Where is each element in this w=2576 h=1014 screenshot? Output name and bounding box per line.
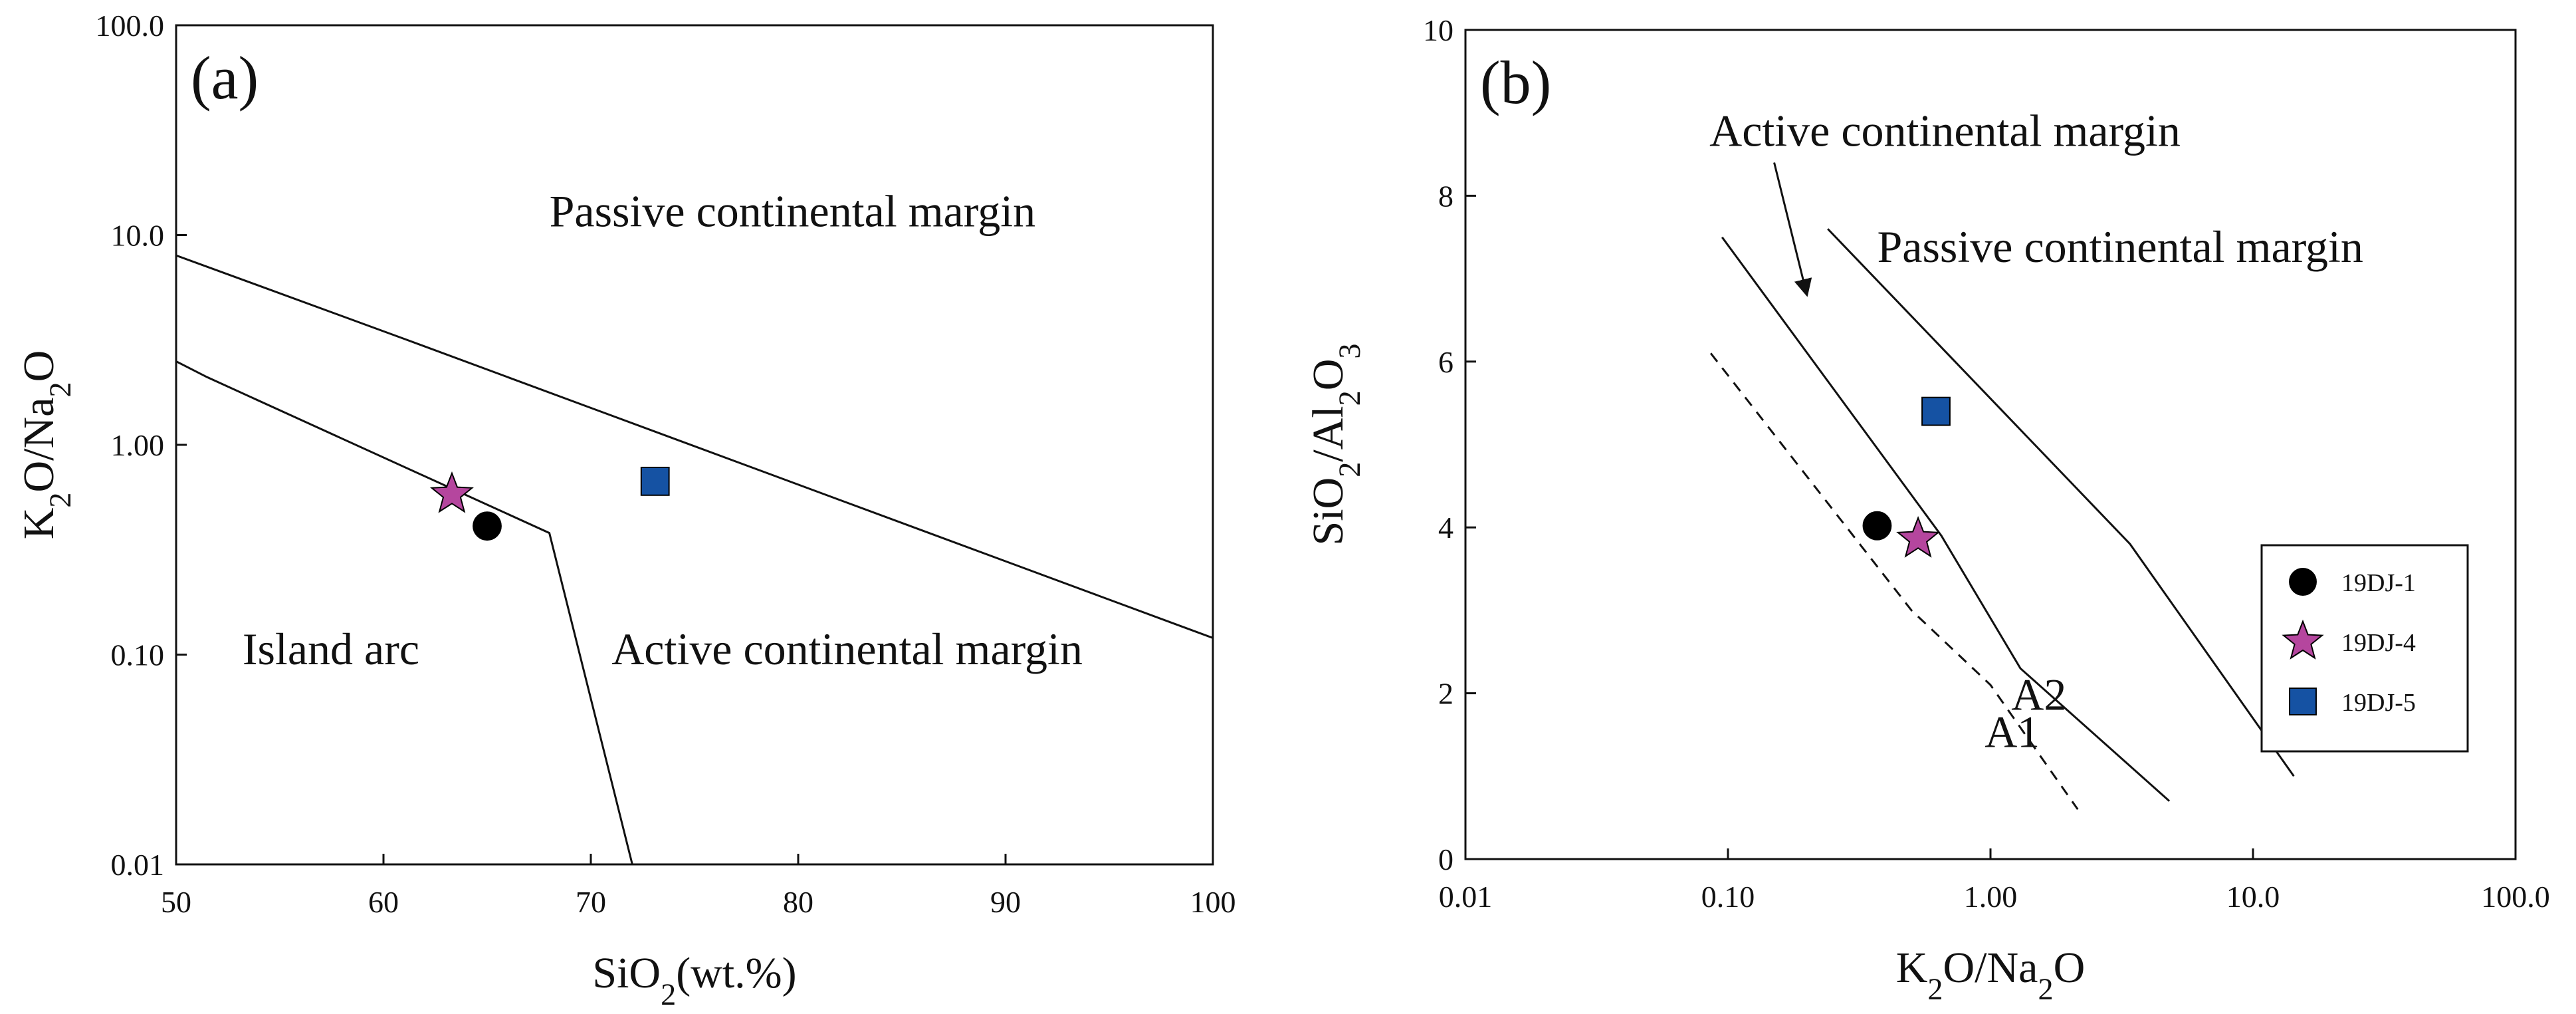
legend-marker-19dj-4 <box>2282 619 2324 660</box>
panel-a-x-tick-label: 60 <box>368 885 399 919</box>
legend-label-19dj-1: 19DJ-1 <box>2341 569 2416 597</box>
panel-b-x-axis-title: K2O/Na2O <box>1896 944 2086 1006</box>
annotation-arrow <box>1773 162 1812 297</box>
panel-b-y-tick-label: 8 <box>1438 179 1453 213</box>
panel-a-x-axis-title: SiO2(wt.%) <box>592 949 796 1011</box>
panel-a-y-tick-label: 100.0 <box>96 9 165 43</box>
region-label: Passive continental margin <box>550 186 1036 236</box>
panel-b-x-tick-label: 0.01 <box>1439 880 1493 914</box>
legend-label-19dj-5: 19DJ-5 <box>2341 689 2416 717</box>
data-point-19dj-5 <box>640 466 670 496</box>
data-point-19dj-1 <box>473 511 502 541</box>
boundary-line-passive-active-boundary <box>176 254 1213 639</box>
panel-b-letter: (b) <box>1480 49 1551 116</box>
panel-b-y-tick-label: 6 <box>1438 345 1453 379</box>
legend-marker-19dj-5 <box>2289 688 2317 715</box>
region-label: Active continental margin <box>611 624 1083 674</box>
panel-b-y-tick-label: 10 <box>1423 13 1453 47</box>
region-label: Active continental margin <box>1709 106 2181 156</box>
legend-marker-19dj-1 <box>2289 568 2317 596</box>
line-label-a2: A2 <box>2011 670 2066 720</box>
panel-a-x-tick-label: 80 <box>783 885 813 919</box>
data-point-19dj-5 <box>1921 396 1951 426</box>
panel-a-chart: 50 60 70 80 90 100 0.01 0.10 1.00 10.0 100.0 SiO2(w… <box>15 9 1236 1011</box>
region-label: Passive continental margin <box>1877 221 2363 272</box>
legend-label-19dj-4: 19DJ-4 <box>2341 629 2416 657</box>
panel-a-x-tick-label: 50 <box>161 885 191 919</box>
panel-a-y-tick-label: 0.10 <box>111 638 165 672</box>
panel-b-y-tick-label: 4 <box>1438 511 1453 545</box>
panel-b-y-tick-label: 0 <box>1438 842 1453 876</box>
data-point-19dj-4 <box>1896 516 1941 558</box>
boundary-line-arc-active-boundary <box>176 360 633 864</box>
panel-a-y-axis-title: K2O/Na2O <box>15 350 77 540</box>
panel-b-chart: 0.01 0.10 1.00 10.0 100.0 0 2 4 6 8 10 K2O/Na2O SiO2… <box>1304 13 2550 1006</box>
panel-a-y-tick-label: 10.0 <box>111 219 165 253</box>
panel-b-y-tick-label: 2 <box>1438 677 1453 711</box>
boundary-line-passive-boundary <box>1827 228 2295 777</box>
legend: 19DJ-1 19DJ-4 19DJ-5 <box>2260 544 2469 753</box>
panel-a-y-tick-label: 0.01 <box>111 848 165 882</box>
panel-a-y-tick-label: 1.00 <box>111 428 165 462</box>
panel-b-x-tick-label: 10.0 <box>2226 880 2280 914</box>
panel-a-plot-frame <box>175 24 1214 866</box>
panel-a-x-tick-label: 100 <box>1190 885 1236 919</box>
panel-b-x-tick-label: 0.10 <box>1701 880 1755 914</box>
panel-b-x-tick-label: 1.00 <box>1964 880 2018 914</box>
boundary-line-a1 <box>1709 352 2079 811</box>
data-point-19dj-1 <box>1862 511 1892 541</box>
panel-b-x-tick-label: 100.0 <box>2481 880 2550 914</box>
boundary-line-a2 <box>1721 236 2171 802</box>
panel-b-y-axis-title: SiO2/Al2O3 <box>1304 343 1366 545</box>
panel-a-x-tick-label: 90 <box>990 885 1021 919</box>
panel-a-letter: (a) <box>191 44 259 112</box>
line-label-a1: A1 <box>1985 707 2040 757</box>
data-point-19dj-4 <box>429 471 474 513</box>
region-label: Island arc <box>243 624 419 674</box>
panel-a-x-tick-label: 70 <box>576 885 606 919</box>
